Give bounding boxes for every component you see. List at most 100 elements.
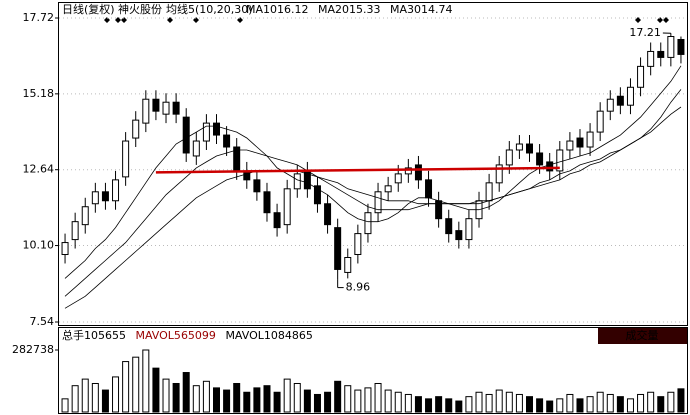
- volume-bar: [586, 396, 594, 413]
- candle-body: [556, 149, 564, 172]
- candle-body: [414, 164, 422, 181]
- stock-name: 神火股份: [118, 2, 162, 16]
- volume-bar: [596, 391, 604, 413]
- candle-body: [596, 110, 604, 133]
- volume-bar: [112, 376, 120, 413]
- candle-body: [324, 203, 332, 226]
- volume-bar: [283, 378, 291, 413]
- volume-bar: [354, 389, 362, 413]
- candle-body: [313, 185, 321, 205]
- candle-body: [192, 140, 200, 157]
- candle-body: [334, 227, 342, 270]
- price-panel: [58, 2, 688, 326]
- volume-bar: [616, 396, 624, 413]
- volume-bar: [485, 393, 493, 413]
- volume-bar: [243, 391, 251, 413]
- y-tick-label: 17.72: [23, 11, 55, 24]
- volume-bar: [132, 356, 140, 413]
- candle-body: [404, 167, 412, 175]
- volume-bar: [81, 378, 89, 413]
- volume-bar: [515, 393, 523, 413]
- candle-body: [586, 131, 594, 148]
- candle-body: [445, 218, 453, 235]
- volume-bar: [425, 398, 433, 413]
- candle-body: [536, 152, 544, 166]
- volume-bar: [505, 391, 513, 413]
- candle-body: [384, 185, 392, 193]
- volume-button-label[interactable]: 成交量: [626, 328, 659, 342]
- volume-bar: [202, 380, 210, 413]
- y-tick-label: 12.64: [23, 163, 55, 176]
- volume-bar: [637, 393, 645, 413]
- volume-bar: [647, 391, 655, 413]
- ma-line: [64, 89, 682, 297]
- volume-bar: [313, 393, 321, 413]
- y-tick-label: 10.10: [23, 239, 55, 252]
- candle-body: [354, 233, 362, 256]
- volume-bar: [556, 398, 564, 413]
- mavol-value: 84865: [278, 329, 313, 342]
- candle-body: [283, 188, 291, 226]
- volume-bar: [394, 391, 402, 413]
- candle-body: [606, 98, 614, 112]
- candle-body: [344, 256, 352, 273]
- volume-bar: [414, 396, 422, 413]
- mavol-value: 65099: [181, 329, 216, 342]
- candle-body: [626, 86, 634, 106]
- candle-body: [112, 179, 120, 202]
- volume-bar: [324, 391, 332, 413]
- volume-panel: [58, 327, 688, 414]
- candle-body: [223, 134, 231, 148]
- candle-body: [253, 179, 261, 193]
- volume-bar: [606, 393, 614, 413]
- volume-bar: [91, 382, 99, 413]
- volume-bar: [546, 400, 554, 413]
- volume-bar: [192, 385, 200, 413]
- candle-body: [546, 161, 554, 172]
- ma-legend: MA1016.12 MA2015.33 MA3014.74: [246, 3, 453, 16]
- volume-tick-label: 282738: [12, 343, 54, 356]
- volume-bar: [445, 398, 453, 413]
- candle-body: [394, 173, 402, 184]
- y-tick-label: 7.54: [30, 315, 55, 328]
- volume-bar: [455, 400, 463, 413]
- y-tick-label: 15.18: [23, 87, 55, 100]
- candle-body: [576, 137, 584, 148]
- volume-bar: [334, 380, 342, 413]
- ma-label: 均线5(10,20,30): [166, 2, 253, 16]
- candle-body: [213, 122, 220, 136]
- low-label: 8.96: [346, 281, 371, 294]
- volume-button[interactable]: [598, 328, 687, 344]
- volume-bar: [536, 398, 544, 413]
- volume-bar: [576, 398, 584, 413]
- candle-body: [91, 191, 99, 205]
- candle-body: [122, 140, 130, 178]
- volume-bar: [223, 389, 231, 413]
- candle-body: [202, 122, 210, 142]
- volume-bar: [677, 388, 685, 413]
- candle-body: [263, 191, 271, 214]
- high-label: 17.21: [629, 26, 661, 39]
- volume-bar: [495, 389, 503, 413]
- volume-bar: [667, 391, 675, 413]
- candle-body: [142, 98, 150, 124]
- volume-bar: [233, 382, 241, 413]
- candle-body: [152, 98, 160, 112]
- candle-body: [61, 242, 69, 256]
- candle-body: [71, 221, 79, 241]
- volume-bar: [526, 396, 533, 413]
- volume-bar: [152, 367, 160, 413]
- volume-bar: [273, 391, 281, 413]
- candle-body: [162, 101, 170, 115]
- candle-body: [566, 140, 574, 151]
- ma-line: [64, 106, 682, 309]
- volume-bar: [303, 389, 311, 413]
- volume-bar: [162, 378, 170, 413]
- volume-bar: [626, 398, 634, 413]
- volume-bar: [293, 382, 301, 413]
- candle-body: [637, 65, 645, 88]
- volume-bar: [172, 382, 180, 413]
- volume-bar: [253, 387, 261, 413]
